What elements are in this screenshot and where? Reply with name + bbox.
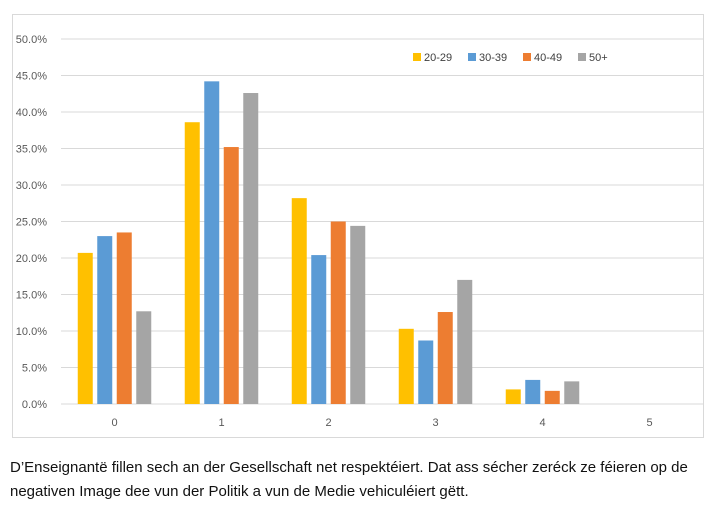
y-tick-label: 15.0% [16,290,47,302]
bar-50+-cat-3 [457,279,473,404]
legend-label-40-49: 40-49 [534,52,562,64]
y-tick-label: 10.0% [16,326,47,338]
y-tick-label: 5.0% [22,363,47,375]
legend-label-20-29: 20-29 [424,52,452,64]
bar-chart: 0.0%5.0%10.0%15.0%20.0%25.0%30.0%35.0%40… [16,34,703,429]
bar-50+-cat-1 [243,93,259,405]
bar-30-39-cat-1 [204,81,220,404]
bar-40-49-cat-3 [437,312,453,404]
x-tick-label: 5 [646,417,652,429]
x-tick-label: 1 [218,417,224,429]
bar-30-39-cat-3 [418,340,434,404]
x-tick-label: 2 [325,417,331,429]
y-tick-label: 50.0% [16,34,47,46]
bar-30-39-cat-2 [311,255,327,404]
bar-40-49-cat-1 [223,147,239,405]
x-tick-label: 0 [111,417,117,429]
x-tick-label: 3 [432,417,438,429]
bar-20-29-cat-3 [398,328,414,404]
y-tick-label: 35.0% [16,144,47,156]
legend-swatch-30-39 [468,53,476,61]
bar-40-49-cat-2 [330,221,346,404]
bar-40-49-cat-0 [116,232,132,404]
bar-30-39-cat-0 [97,236,113,404]
y-tick-label: 0.0% [22,399,47,411]
bar-40-49-cat-4 [544,390,560,404]
legend-swatch-20-29 [413,53,421,61]
y-tick-label: 20.0% [16,253,47,265]
bar-50+-cat-0 [136,311,152,404]
bar-20-29-cat-4 [505,389,521,404]
chart-caption: D’Enseignantë fillen sech an der Gesells… [10,459,688,500]
legend-swatch-40-49 [523,53,531,61]
y-tick-label: 40.0% [16,107,47,119]
bar-50+-cat-4 [564,381,580,404]
bar-20-29-cat-0 [77,252,93,404]
y-tick-label: 25.0% [16,217,47,229]
bar-30-39-cat-4 [525,379,541,404]
bar-20-29-cat-1 [184,122,200,404]
bar-50+-cat-2 [350,225,366,404]
chart-container: 0.0% 5.0% 10.0% 15.0% 20.0% 25.0% 30.0% 35.0% 40… [12,14,704,438]
y-tick-label: 30.0% [16,180,47,192]
x-tick-label: 4 [539,417,545,429]
legend-label-50+: 50+ [589,52,608,64]
legend-swatch-50+ [578,53,586,61]
bar-20-29-cat-2 [291,198,307,404]
legend-label-30-39: 30-39 [479,52,507,64]
y-tick-label: 45.0% [16,71,47,83]
